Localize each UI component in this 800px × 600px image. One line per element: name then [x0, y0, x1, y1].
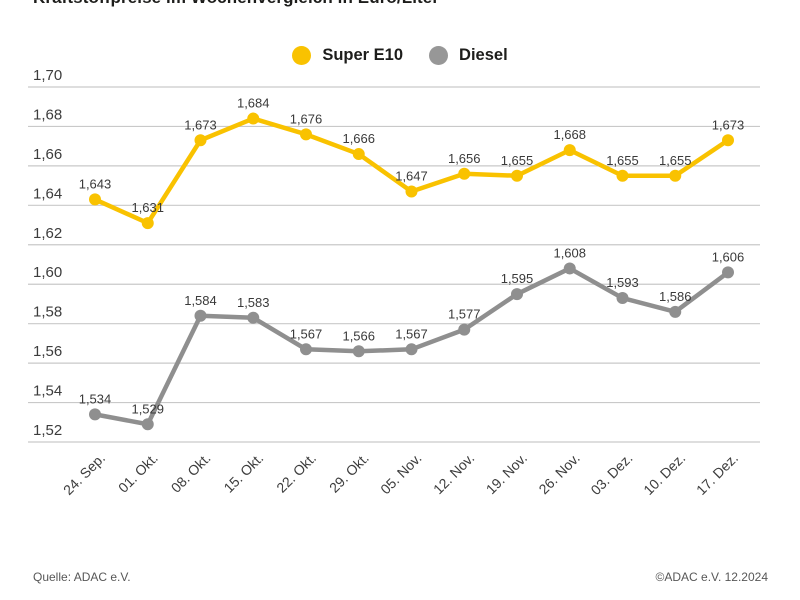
data-point-marker [405, 185, 418, 198]
x-axis-tick-label: 17. Dez. [693, 450, 741, 498]
data-point-label: 1,566 [342, 328, 375, 343]
data-point-marker [722, 266, 734, 279]
data-point-label: 1,567 [395, 326, 428, 341]
data-point-marker [563, 144, 576, 157]
x-axis-tick-label: 19. Nov. [483, 450, 530, 497]
x-axis-tick-label: 01. Okt. [115, 450, 161, 496]
data-point-label: 1,593 [606, 275, 639, 290]
legend-item-diesel: Diesel [429, 46, 508, 65]
data-point-marker [247, 311, 260, 324]
data-point-label: 1,606 [712, 249, 745, 264]
data-point-marker [89, 408, 101, 421]
x-axis-tick-label: 10. Dez. [640, 450, 688, 498]
data-point-marker [722, 134, 734, 147]
source-text: Quelle: ADAC e.V. [33, 570, 131, 584]
x-axis-tick-label: 03. Dez. [587, 450, 635, 498]
legend-item-super-e10: Super E10 [292, 46, 403, 65]
data-point-label: 1,584 [184, 293, 217, 308]
y-axis-tick-label: 1,52 [33, 422, 62, 439]
data-point-label: 1,656 [448, 151, 481, 166]
y-axis-tick-label: 1,60 [33, 264, 62, 281]
data-point-label: 1,655 [606, 153, 639, 168]
x-axis-tick-label: 05. Nov. [377, 450, 424, 497]
data-point-label: 1,643 [79, 176, 112, 191]
data-point-label: 1,586 [659, 289, 692, 304]
x-axis-tick-label: 08. Okt. [168, 450, 214, 496]
data-point-label: 1,583 [237, 295, 270, 310]
data-point-marker [300, 343, 312, 356]
x-axis-tick-label: 22. Okt. [273, 450, 319, 496]
copyright-text: ©ADAC e.V. 12.2024 [655, 570, 768, 584]
y-axis-tick-label: 1,68 [33, 106, 62, 123]
y-axis-tick-label: 1,64 [33, 185, 62, 202]
data-point-marker [300, 128, 312, 141]
data-point-marker [511, 169, 523, 182]
data-point-label: 1,673 [184, 117, 217, 132]
x-axis-tick-label: 26. Nov. [535, 450, 582, 497]
data-point-marker [616, 292, 629, 305]
chart-title: Kraftstoffpreise im Wochenvergleich in E… [33, 0, 439, 8]
data-point-marker [352, 345, 365, 358]
data-point-marker [616, 169, 629, 182]
y-axis-tick-label: 1,66 [33, 146, 62, 163]
data-point-label: 1,676 [290, 111, 323, 126]
data-point-label: 1,668 [553, 127, 586, 142]
data-point-label: 1,595 [501, 271, 534, 286]
data-point-label: 1,608 [553, 245, 586, 260]
data-point-marker [458, 167, 471, 180]
data-point-marker [458, 323, 471, 336]
data-point-marker [511, 288, 523, 301]
x-axis-tick-label: 29. Okt. [326, 450, 372, 496]
legend-label-diesel: Diesel [459, 46, 508, 64]
data-point-marker [141, 418, 154, 431]
data-point-marker [352, 148, 365, 161]
data-point-label: 1,529 [131, 401, 164, 416]
data-point-marker [247, 112, 260, 125]
data-point-label: 1,684 [237, 96, 270, 111]
data-point-label: 1,673 [712, 117, 745, 132]
y-axis-tick-label: 1,54 [33, 383, 62, 400]
y-axis-tick-label: 1,62 [33, 225, 62, 242]
super-e10-dot-icon [292, 46, 312, 65]
y-axis-tick-label: 1,58 [33, 304, 62, 321]
data-point-marker [669, 305, 682, 318]
legend-label-super-e10: Super E10 [322, 46, 404, 64]
data-point-label: 1,567 [290, 326, 323, 341]
data-point-label: 1,577 [448, 307, 481, 322]
x-axis-tick-label: 12. Nov. [430, 450, 477, 497]
y-axis-tick-label: 1,70 [33, 67, 62, 84]
data-point-marker [669, 169, 682, 182]
data-point-marker [405, 343, 418, 356]
data-point-label: 1,631 [131, 200, 164, 215]
data-point-marker [141, 217, 154, 230]
diesel-dot-icon [429, 46, 449, 65]
data-point-marker [194, 309, 207, 322]
data-point-label: 1,655 [501, 153, 534, 168]
y-axis-tick-label: 1,56 [33, 343, 62, 360]
data-point-marker [563, 262, 576, 275]
data-point-label: 1,534 [79, 391, 112, 406]
chart-footer: Quelle: ADAC e.V. ©ADAC e.V. 12.2024 [33, 570, 768, 584]
data-point-marker [194, 134, 207, 147]
x-axis-tick-label: 24. Sep. [60, 450, 108, 498]
data-point-marker [89, 193, 101, 206]
data-point-label: 1,647 [395, 169, 428, 184]
data-point-label: 1,655 [659, 153, 692, 168]
x-axis-tick-label: 15. Okt. [220, 450, 266, 496]
chart-legend: Super E10 Diesel [0, 46, 800, 65]
data-point-label: 1,666 [342, 131, 375, 146]
